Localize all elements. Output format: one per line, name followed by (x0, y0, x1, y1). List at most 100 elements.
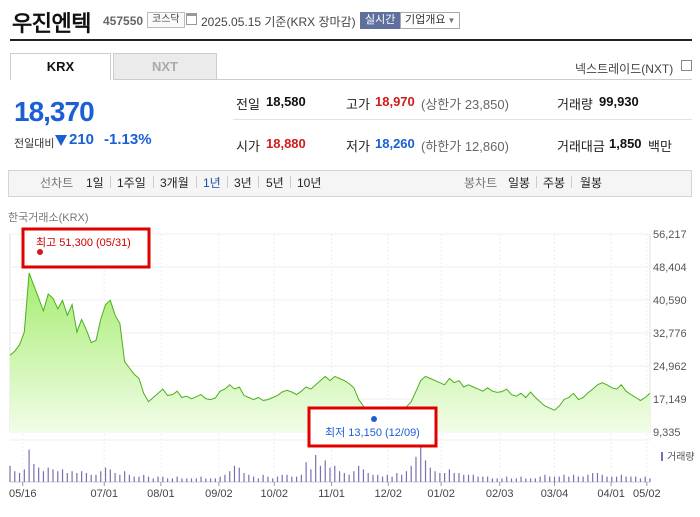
volume-bar (553, 476, 556, 482)
volume-bar (448, 469, 451, 482)
tab-nxt[interactable]: NXT (113, 53, 217, 80)
volume-bar (434, 471, 436, 482)
volume-bar (463, 474, 465, 482)
volume-bar (424, 460, 427, 482)
volume-bar (348, 474, 350, 482)
volume-bar (501, 478, 503, 482)
x-tick-label: 10/02 (261, 488, 289, 500)
stats-divider (233, 119, 692, 120)
change-percent: -1.13% (104, 131, 152, 148)
volume-bar (587, 474, 589, 482)
nxt-checkbox[interactable] (681, 60, 692, 71)
volume-bar (195, 478, 197, 482)
prev-close-value: 18,580 (266, 94, 306, 109)
y-tick-label: 9,335 (653, 427, 681, 439)
period-weekly[interactable]: 주봉 (543, 176, 566, 190)
amount-label: 거래대금 (557, 139, 605, 154)
period-1d[interactable]: 1일 (86, 176, 104, 190)
date-text: 2025.05.15 기준(KRX 장마감) (201, 15, 356, 29)
company-info-dropdown[interactable]: 기업개요 ▼ (400, 12, 461, 29)
volume-bar (377, 474, 379, 482)
volume-bar (143, 474, 145, 482)
tab-krx[interactable]: KRX (10, 53, 111, 80)
volume-bar (176, 476, 178, 482)
volume-bar (577, 476, 579, 482)
volume-bar (506, 476, 508, 482)
period-monthly[interactable]: 월봉 (580, 176, 603, 190)
volume-bar (28, 449, 30, 482)
separator (196, 176, 197, 188)
volume-bar (162, 476, 164, 482)
volume-bar (439, 473, 441, 482)
volume-bar (563, 474, 565, 482)
volume-bar (181, 478, 183, 482)
x-tick-label: 03/04 (541, 488, 569, 500)
realtime-button[interactable]: 실시간 (360, 12, 401, 29)
volume-bar (401, 474, 403, 482)
volume-bar (300, 474, 302, 482)
volume-bar (420, 446, 422, 482)
volume-bar (42, 471, 45, 482)
low-annotation-box (307, 406, 438, 448)
volume-bar (496, 478, 498, 482)
volume-bar (639, 478, 642, 482)
volume-bar (467, 474, 470, 482)
period-3y[interactable]: 3년 (234, 176, 252, 190)
volume-bar (76, 473, 78, 482)
period-5y[interactable]: 5년 (266, 176, 284, 190)
chevron-down-icon: ▼ (447, 16, 456, 25)
separator (258, 176, 259, 188)
volume-bar (90, 474, 92, 482)
volume-bar (525, 478, 527, 482)
volume-bar (272, 478, 274, 482)
volume-bar (529, 478, 532, 482)
volume-bar (329, 467, 331, 482)
price-line (9, 272, 651, 416)
x-tick-label: 09/02 (205, 488, 233, 500)
separator (536, 176, 537, 188)
x-tick-label: 01/02 (427, 488, 455, 500)
period-10y[interactable]: 10년 (297, 176, 322, 190)
volume-bar (23, 469, 25, 482)
separator (227, 176, 228, 188)
volume-bar (601, 474, 603, 482)
y-tick-label: 40,590 (653, 295, 687, 307)
volume-bar (209, 478, 212, 482)
volume-bar (644, 476, 646, 482)
volume-bar (324, 460, 326, 482)
period-bar (8, 170, 692, 197)
volume-bar (458, 473, 460, 482)
volume-bar (372, 474, 374, 482)
volume-bar (415, 456, 417, 482)
period-3m[interactable]: 3개월 (160, 176, 189, 190)
volume-bar (257, 478, 259, 482)
volume-bar (233, 465, 236, 482)
separator (571, 176, 572, 188)
volume-bar (100, 471, 102, 482)
volume-bar (147, 476, 150, 482)
volume-bar (114, 473, 116, 482)
volume-bar (472, 474, 474, 482)
price-chart[interactable]: 56,217 48,404 40,590 32,776 24,962 17,149 9,33… (0, 224, 700, 517)
volume-bar (315, 455, 317, 482)
change-label: 전일대비 (14, 138, 55, 150)
volume-bar (520, 476, 522, 482)
volume-bar (444, 473, 446, 482)
prev-close-label: 전일 (236, 97, 260, 112)
period-daily[interactable]: 일봉 (508, 176, 531, 190)
volume-bar (477, 476, 479, 482)
volume-bar (630, 476, 632, 482)
volume-bar (171, 478, 173, 482)
volume-bar (338, 471, 341, 482)
volume-label: 거래량 (667, 451, 695, 463)
volume-bar (491, 478, 493, 482)
volume-bar (124, 471, 126, 482)
down-arrow-icon (55, 135, 67, 146)
volume-bar (582, 476, 584, 482)
volume-bar (391, 476, 393, 482)
period-1w[interactable]: 1주일 (117, 176, 146, 190)
volume-bar (119, 474, 121, 482)
period-1y[interactable]: 1년 (203, 176, 221, 190)
volume-bar (534, 478, 536, 482)
volume-bar (305, 462, 307, 482)
